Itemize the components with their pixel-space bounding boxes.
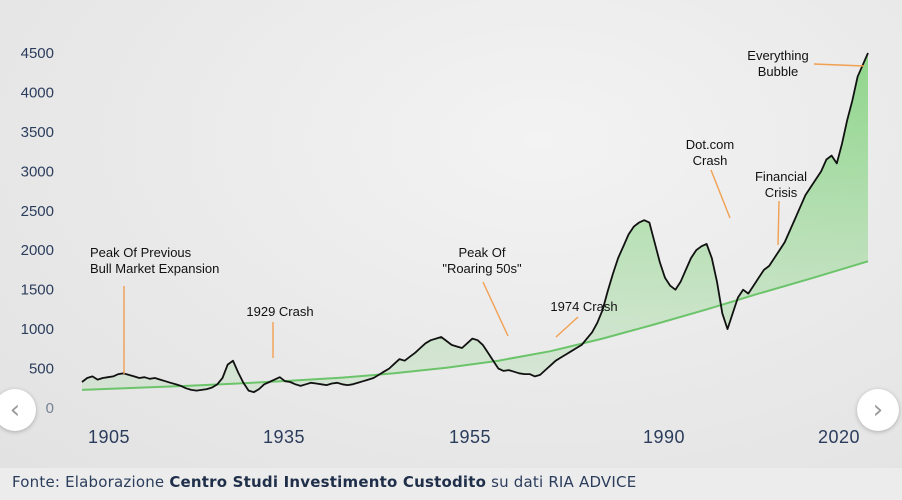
prev-glyph: ‹ (9, 395, 21, 425)
y-tick-label: 1000 (21, 321, 54, 338)
y-tick-label: 500 (29, 361, 54, 378)
annotation-leader (813, 63, 865, 67)
chart-area: 0 500 1000 1500 2000 2500 3000 3500 4000 4500 1905… (0, 0, 902, 468)
annotation-label: 1974 Crash (550, 299, 617, 314)
chart-svg: 0 500 1000 1500 2000 2500 3000 3500 4000 4500 1905… (21, 45, 869, 447)
annotation-label: Peak Of Previous Bull Market Expansion (90, 245, 219, 276)
annotation-leader (710, 169, 731, 219)
annotation-line: Everything (747, 48, 808, 63)
annotation-label: Peak Of "Roaring 50s" (442, 245, 522, 276)
annotation-line: Bubble (758, 64, 798, 79)
annotation-leader (482, 281, 509, 337)
y-tick-label: 3000 (21, 163, 54, 180)
x-tick-label: 1955 (449, 427, 491, 447)
caption-prefix: Fonte: Elaborazione (12, 473, 170, 491)
y-tick-label: 3500 (21, 124, 54, 141)
y-tick-label: 4500 (21, 45, 54, 62)
x-tick-label: 1990 (643, 427, 685, 447)
caption-suffix: su dati RIA ADVICE (486, 473, 637, 491)
annotation-line: 1929 Crash (246, 304, 313, 319)
x-tick-label: 1905 (88, 427, 130, 447)
trend-line (81, 260, 869, 391)
annotation-leader (777, 200, 780, 246)
chevron-right-icon[interactable]: › (857, 389, 899, 431)
area-fill (82, 53, 868, 393)
annotation-label: Everything Bubble (747, 48, 808, 79)
annotation-line: Peak Of Previous (90, 245, 192, 260)
x-tick-label: 2020 (818, 427, 860, 447)
x-tick-label: 1935 (263, 427, 305, 447)
annotation-line: Crisis (765, 185, 798, 200)
source-caption: Fonte: Elaborazione Centro Studi Investi… (12, 473, 892, 491)
annotation-label: Dot.com Crash (686, 137, 734, 168)
annotation-line: Financial (755, 169, 807, 184)
y-tick-label: 4000 (21, 84, 54, 101)
caption-bold: Centro Studi Investimento Custodito (169, 473, 487, 491)
next-glyph: › (872, 395, 884, 425)
annotation-label: Financial Crisis (755, 169, 807, 200)
annotation-line: "Roaring 50s" (442, 261, 522, 276)
y-tick-label: 2500 (21, 203, 54, 220)
y-tick-label: 1500 (21, 282, 54, 299)
chevron-left-icon[interactable]: ‹ (0, 389, 36, 431)
annotation-line: 1974 Crash (550, 299, 617, 314)
y-tick-label: 2000 (21, 242, 54, 259)
y-tick-label: 0 (46, 400, 54, 417)
annotation-leader (555, 316, 579, 338)
annotation-line: Crash (693, 153, 728, 168)
annotation-line: Dot.com (686, 137, 734, 152)
price-line (81, 52, 869, 394)
annotation-line: Peak Of (459, 245, 506, 260)
annotation-label: 1929 Crash (246, 304, 313, 319)
annotation-line: Bull Market Expansion (90, 261, 219, 276)
